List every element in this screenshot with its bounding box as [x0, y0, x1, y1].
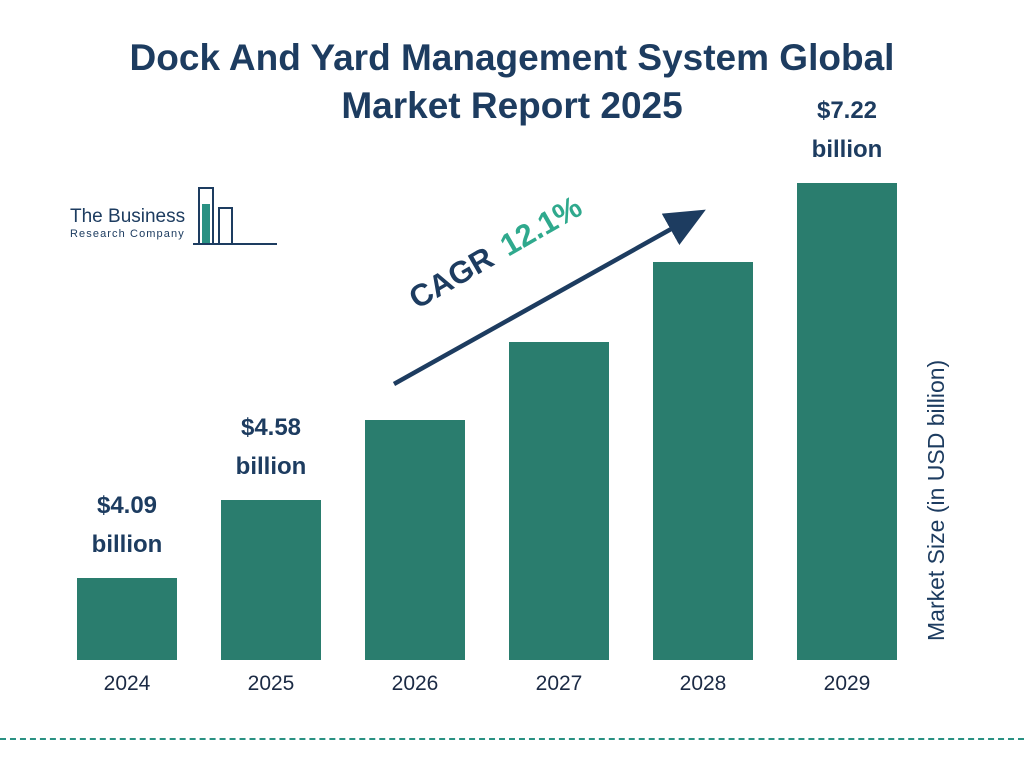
- company-logo-subname: Research Company: [70, 228, 185, 240]
- bar-2025: [221, 500, 321, 660]
- bar-cell-2025: $4.58 billion 2025: [221, 409, 321, 698]
- x-axis-label-2029: 2029: [823, 672, 871, 695]
- page-title: Dock And Yard Management System Global M…: [129, 37, 895, 127]
- bar-2027: [509, 342, 609, 660]
- bar-cell-2027: 2027: [509, 342, 609, 698]
- cagr-trend-arrow: [392, 209, 706, 386]
- bar-cell-2029: $7.22 billion 2029: [797, 92, 897, 698]
- company-logo-text: The Business Research Company: [70, 206, 185, 248]
- bar-cell-2024: $4.09 billion 2024: [77, 487, 177, 698]
- bar-chart-logo-icon: [193, 187, 278, 245]
- x-axis-label-2026: 2026: [391, 672, 439, 695]
- bar-value-label-2024: $4.09 billion: [91, 492, 163, 558]
- bar-chart: $4.09 billion 2024 $4.58 billion 2025 2026 2027…: [77, 48, 897, 698]
- bar-2026: [365, 420, 465, 660]
- bottom-dashed-divider: [0, 738, 1024, 740]
- x-axis-label-2025: 2025: [247, 672, 295, 695]
- company-logo-name: The Business: [70, 206, 186, 227]
- bar-2029: [797, 183, 897, 660]
- bar-cell-2026: 2026: [365, 420, 465, 698]
- x-axis-label-2028: 2028: [679, 672, 727, 695]
- x-axis-label-2027: 2027: [535, 672, 583, 695]
- company-logo: The Business Research Company: [70, 186, 279, 248]
- y-axis-label: Market Size (in USD billion): [923, 359, 949, 641]
- bar-2028: [653, 262, 753, 660]
- bar-cell-2028: 2028: [653, 262, 753, 698]
- bar-value-label-2029: $7.22 billion: [811, 97, 883, 163]
- bar-value-label-2025: $4.58 billion: [235, 414, 307, 480]
- bar-2024: [77, 578, 177, 660]
- x-axis-label-2024: 2024: [103, 672, 151, 695]
